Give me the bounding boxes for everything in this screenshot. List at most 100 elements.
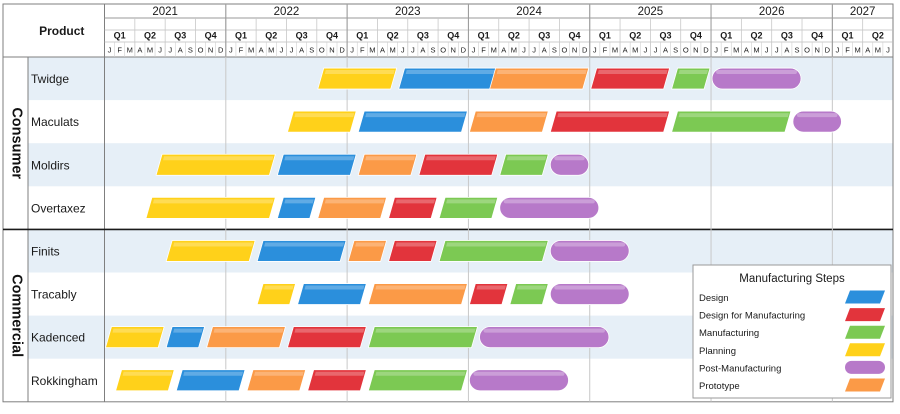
month-label: S <box>188 46 193 55</box>
month-label: M <box>612 46 618 55</box>
bar-highlight <box>112 328 163 333</box>
month-label: F <box>239 46 244 55</box>
month-label: A <box>178 46 183 55</box>
month-label: J <box>350 46 354 55</box>
bar-highlight <box>375 285 466 290</box>
legend-swatch-manufacturing <box>845 325 885 339</box>
month-label: J <box>714 46 718 55</box>
year-label: 2024 <box>516 6 542 18</box>
bar-highlight <box>678 113 789 118</box>
month-label: F <box>360 46 365 55</box>
task-bar-dfm <box>469 283 509 305</box>
legend-swatch-post <box>845 360 885 374</box>
task-bar-design <box>276 196 317 219</box>
bar-highlight <box>264 242 345 247</box>
task-bar-design <box>357 110 468 133</box>
bar-highlight <box>365 113 466 118</box>
month-label: F <box>481 46 486 55</box>
quarter-label: Q2 <box>629 31 641 41</box>
bar-highlight <box>395 242 436 247</box>
month-label: O <box>440 46 446 55</box>
month-label: A <box>420 46 425 55</box>
month-label: J <box>522 46 526 55</box>
month-label: M <box>632 46 638 55</box>
legend: Manufacturing Steps Design Design for Manu… <box>692 264 892 399</box>
task-bar-manufacturing <box>499 153 549 176</box>
task-bar-design <box>297 283 367 305</box>
bar-highlight <box>476 113 547 118</box>
bar-highlight <box>678 70 709 75</box>
month-label: S <box>552 46 557 55</box>
bar-highlight <box>476 285 506 290</box>
month-label: A <box>380 46 385 55</box>
month-label: S <box>673 46 678 55</box>
task-bar-planning <box>145 196 276 219</box>
month-label: A <box>501 46 506 55</box>
group-label: Commercial <box>9 274 25 357</box>
task-bar-planning <box>165 240 256 262</box>
month-label: O <box>562 46 568 55</box>
month-label: J <box>654 46 658 55</box>
legend-swatch-dfm <box>845 308 885 322</box>
legend-title: Manufacturing Steps <box>739 273 845 285</box>
bar-highlight <box>506 156 547 161</box>
quarter-label: Q3 <box>296 31 308 41</box>
task-bar-post <box>549 240 630 262</box>
task-bar-design <box>175 369 246 392</box>
month-label: D <box>461 46 467 55</box>
quarter-label: Q4 <box>447 31 459 41</box>
quarter-label: Q4 <box>326 31 338 41</box>
month-label: J <box>886 46 890 55</box>
task-bar-manufacturing <box>509 283 549 305</box>
task-bar-prototype <box>347 240 387 262</box>
task-bar-dfm <box>590 67 671 90</box>
bar-highlight <box>425 156 496 161</box>
quarter-label: Q2 <box>751 31 763 41</box>
month-label: F <box>845 46 850 55</box>
month-label: O <box>804 46 810 55</box>
bar-highlight <box>365 156 415 161</box>
bar-highlight <box>554 242 626 247</box>
bar-highlight <box>284 156 355 161</box>
task-bar-design <box>165 326 205 349</box>
quarter-label: Q1 <box>478 31 490 41</box>
month-label: D <box>825 46 831 55</box>
month-label: J <box>836 46 840 55</box>
task-bar-post <box>549 283 630 305</box>
bar-highlight <box>597 70 668 75</box>
month-label: M <box>875 46 881 55</box>
quarter-label: Q1 <box>356 31 368 41</box>
task-bar-prototype <box>357 153 418 176</box>
group-labels: Consumer Commercial <box>9 107 25 357</box>
task-bars <box>105 67 842 392</box>
legend-item-label: Design <box>699 293 729 304</box>
task-bar-dfm <box>418 153 499 176</box>
legend-item-label: Prototype <box>699 381 740 392</box>
month-label: A <box>259 46 264 55</box>
quarter-label: Q2 <box>265 31 277 41</box>
bar-highlight <box>496 70 587 75</box>
month-label: A <box>542 46 547 55</box>
task-bar-dfm <box>549 110 671 133</box>
bar-highlight <box>395 199 436 204</box>
quarter-label: Q3 <box>660 31 672 41</box>
task-bar-prototype <box>489 67 590 90</box>
month-label: A <box>299 46 304 55</box>
legend-swatch-prototype <box>845 378 885 392</box>
task-bar-prototype <box>317 196 387 219</box>
task-bar-planning <box>115 369 175 392</box>
legend-item-label: Manufacturing <box>699 328 759 339</box>
month-label: J <box>158 46 162 55</box>
month-label: J <box>775 46 779 55</box>
quarter-label: Q4 <box>205 31 217 41</box>
bar-highlight <box>554 156 585 161</box>
task-bar-prototype <box>246 369 307 392</box>
product-label: Kadenced <box>31 331 85 345</box>
month-label: J <box>280 46 284 55</box>
bar-highlight <box>173 242 254 247</box>
task-bar-planning <box>105 326 165 349</box>
quarter-label: Q4 <box>569 31 581 41</box>
bar-highlight <box>557 113 668 118</box>
